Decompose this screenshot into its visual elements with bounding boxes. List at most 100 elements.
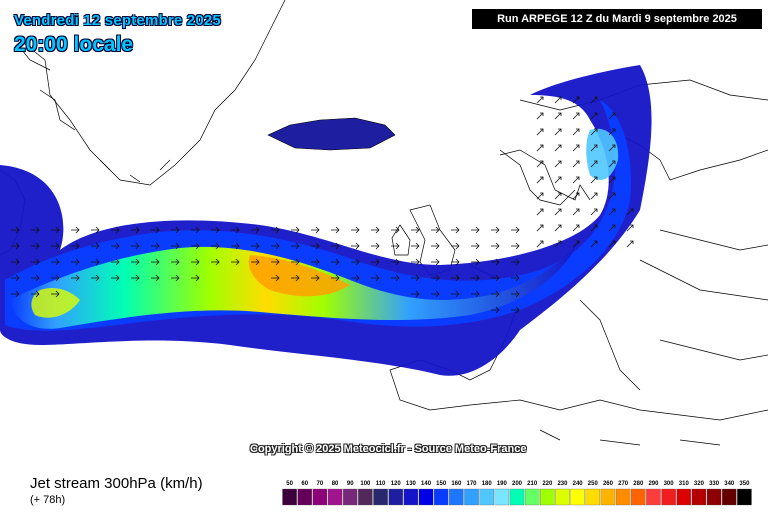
wind-arrows-layer xyxy=(11,96,634,314)
wind-direction-arrow-icon xyxy=(371,226,380,234)
wind-direction-arrow-icon xyxy=(536,144,544,152)
legend-label: 330 xyxy=(709,481,720,487)
copyright-notice: Copyright © 2025 Meteocicl.fr - Source M… xyxy=(250,443,527,455)
legend-label: 340 xyxy=(724,481,735,487)
wind-direction-arrow-icon xyxy=(391,242,400,250)
legend-swatch xyxy=(600,488,616,506)
wind-direction-arrow-icon xyxy=(311,242,320,250)
wind-direction-arrow-icon xyxy=(291,274,300,282)
wind-direction-arrow-icon xyxy=(572,224,580,232)
wind-direction-arrow-icon xyxy=(554,144,562,152)
legend-label: 350 xyxy=(739,481,750,487)
legend-swatch xyxy=(418,488,434,506)
wind-direction-arrow-icon xyxy=(411,226,420,234)
wind-direction-arrow-icon xyxy=(554,112,562,120)
wind-direction-arrow-icon xyxy=(572,176,580,184)
wind-direction-arrow-icon xyxy=(626,240,634,248)
wind-direction-arrow-icon xyxy=(291,242,300,250)
legend-swatch xyxy=(479,488,494,506)
wind-direction-arrow-icon xyxy=(471,258,480,266)
wind-direction-arrow-icon xyxy=(471,274,480,282)
wind-direction-arrow-icon xyxy=(431,274,440,282)
wind-direction-arrow-icon xyxy=(608,192,616,200)
wind-direction-arrow-icon xyxy=(411,258,420,266)
wind-direction-arrow-icon xyxy=(31,226,40,234)
legend-swatch xyxy=(540,488,555,506)
legend-label: 260 xyxy=(603,481,614,487)
wind-direction-arrow-icon xyxy=(536,176,544,184)
legend-label: 240 xyxy=(573,481,584,487)
legend-label: 160 xyxy=(451,481,462,487)
wind-direction-arrow-icon xyxy=(251,258,260,266)
wind-direction-arrow-icon xyxy=(351,226,360,234)
legend-label: 80 xyxy=(332,481,339,487)
legend-swatch xyxy=(691,488,707,506)
wind-direction-arrow-icon xyxy=(554,208,562,216)
wind-direction-arrow-icon xyxy=(590,240,598,248)
wind-direction-arrow-icon xyxy=(131,242,140,250)
wind-direction-arrow-icon xyxy=(608,128,616,136)
wind-direction-arrow-icon xyxy=(111,274,120,282)
wind-direction-arrow-icon xyxy=(590,96,598,104)
landmass-iceland xyxy=(267,117,396,151)
wind-direction-arrow-icon xyxy=(71,274,80,282)
wind-direction-arrow-icon xyxy=(51,274,60,282)
wind-direction-arrow-icon xyxy=(608,112,616,120)
landmass-greenland xyxy=(19,0,286,186)
wind-direction-arrow-icon xyxy=(471,242,480,250)
wind-direction-arrow-icon xyxy=(511,226,520,234)
wind-direction-arrow-icon xyxy=(608,144,616,152)
wind-direction-arrow-icon xyxy=(11,274,20,282)
wind-direction-arrow-icon xyxy=(111,258,120,266)
wind-direction-arrow-icon xyxy=(511,274,520,282)
legend-label: 220 xyxy=(542,481,553,487)
wind-direction-arrow-icon xyxy=(71,242,80,250)
wind-direction-arrow-icon xyxy=(271,258,280,266)
wind-direction-arrow-icon xyxy=(590,160,598,168)
wind-direction-arrow-icon xyxy=(431,242,440,250)
wind-direction-arrow-icon xyxy=(171,242,180,250)
wind-direction-arrow-icon xyxy=(351,242,360,250)
legend-label: 150 xyxy=(436,481,447,487)
legend-swatch xyxy=(570,488,585,506)
legend-swatch xyxy=(297,488,312,506)
wind-direction-arrow-icon xyxy=(271,226,280,234)
wind-direction-arrow-icon xyxy=(554,160,562,168)
wind-direction-arrow-icon xyxy=(572,96,580,104)
legend-swatch xyxy=(449,488,464,506)
model-run-label: Run ARPEGE 12 Z du Mardi 9 septembre 202… xyxy=(472,9,762,29)
legend-swatch xyxy=(373,488,388,506)
wind-direction-arrow-icon xyxy=(151,242,160,250)
wind-direction-arrow-icon xyxy=(291,226,300,234)
wind-direction-arrow-icon xyxy=(431,226,440,234)
legend-label: 100 xyxy=(360,481,371,487)
legend-label: 110 xyxy=(376,481,386,487)
wind-direction-arrow-icon xyxy=(91,274,100,282)
wind-direction-arrow-icon xyxy=(111,226,120,234)
wind-direction-arrow-icon xyxy=(411,290,420,298)
wind-direction-arrow-icon xyxy=(608,224,616,232)
lead-time: (+ 78h) xyxy=(30,494,66,506)
legend-label: 190 xyxy=(497,481,508,487)
legend-label: 50 xyxy=(286,481,293,487)
wind-direction-arrow-icon xyxy=(626,208,634,216)
wind-direction-arrow-icon xyxy=(231,258,240,266)
wind-direction-arrow-icon xyxy=(536,96,544,104)
wind-direction-arrow-icon xyxy=(331,226,340,234)
wind-direction-arrow-icon xyxy=(608,176,616,184)
wind-direction-arrow-icon xyxy=(451,226,460,234)
wind-direction-arrow-icon xyxy=(554,192,562,200)
wind-direction-arrow-icon xyxy=(511,306,520,314)
wind-direction-arrow-icon xyxy=(491,226,500,234)
legend-label: 280 xyxy=(633,481,644,487)
legend-label: 90 xyxy=(347,481,354,487)
wind-direction-arrow-icon xyxy=(51,242,60,250)
wind-direction-arrow-icon xyxy=(431,258,440,266)
wind-direction-arrow-icon xyxy=(626,224,634,232)
wind-direction-arrow-icon xyxy=(171,258,180,266)
wind-direction-arrow-icon xyxy=(536,192,544,200)
wind-direction-arrow-icon xyxy=(608,240,616,248)
wind-direction-arrow-icon xyxy=(31,258,40,266)
wind-direction-arrow-icon xyxy=(331,242,340,250)
